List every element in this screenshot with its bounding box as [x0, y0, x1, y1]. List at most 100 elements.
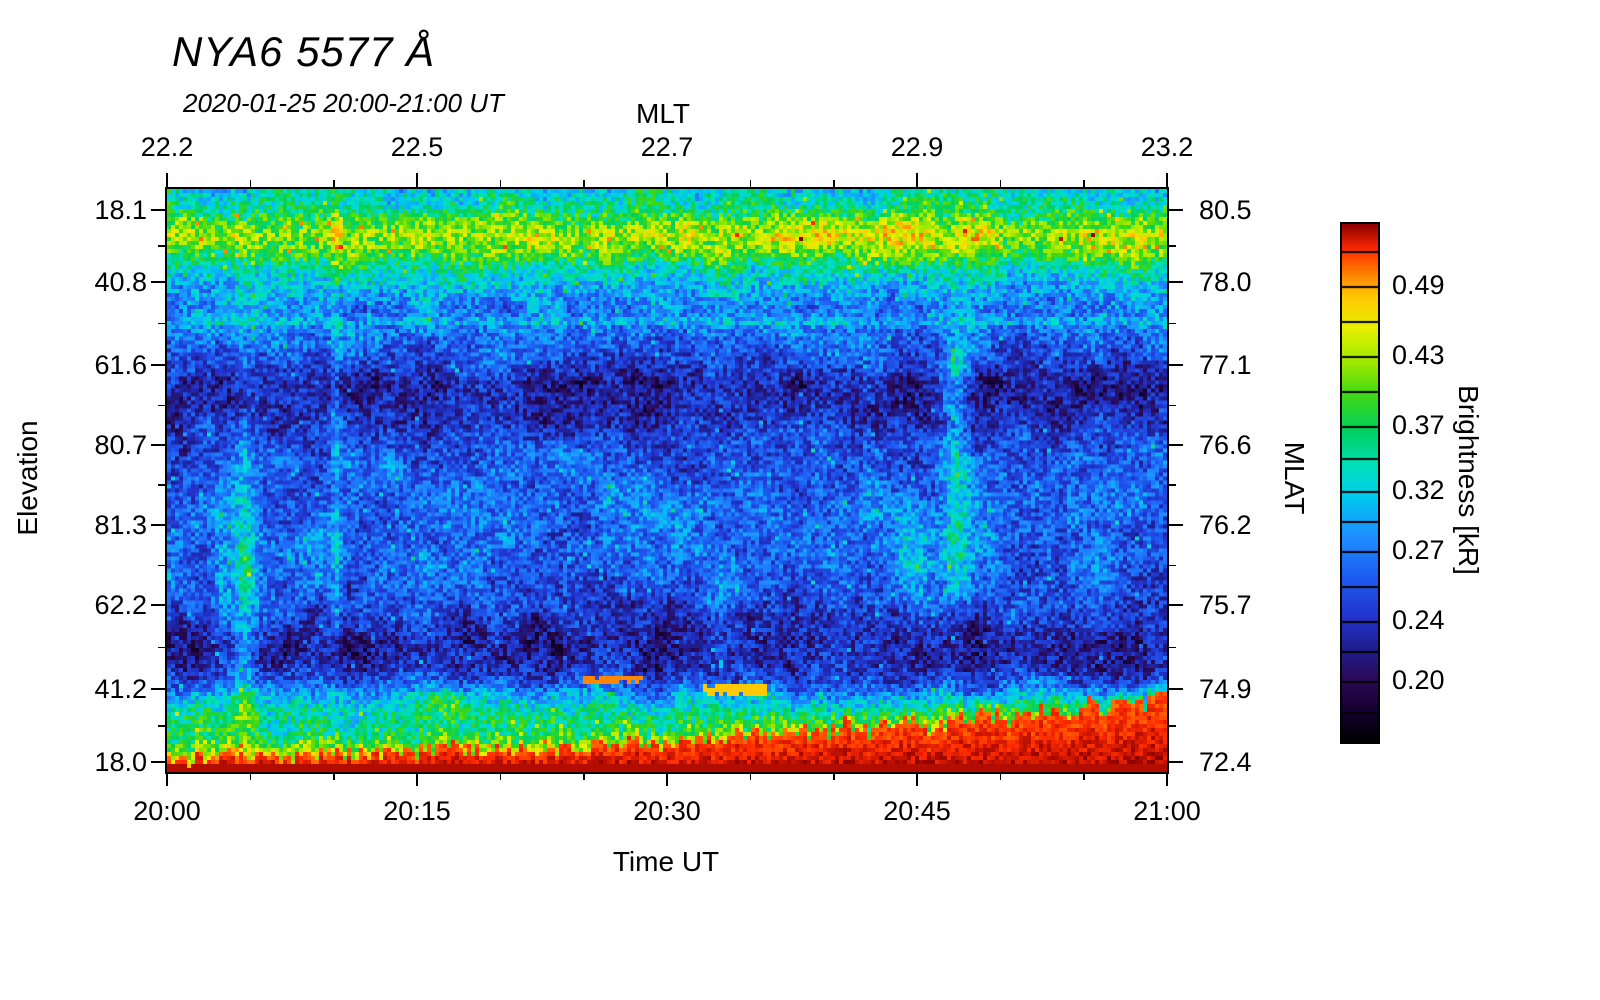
top-tick-mark — [666, 173, 668, 187]
right-tick-label: 72.4 — [1199, 747, 1252, 778]
left-tick-label: 61.6 — [94, 350, 147, 381]
bottom-axis-label: Time UT — [612, 846, 720, 877]
left-tick-label: 41.2 — [94, 674, 147, 705]
right-minor-tick — [1167, 646, 1176, 649]
left-axis-label: Elevation — [12, 420, 43, 536]
right-minor-tick — [1167, 322, 1176, 325]
top-minor-tick — [1083, 180, 1085, 188]
bottom-tick-label: 20:45 — [883, 796, 951, 826]
top-tick-mark — [416, 173, 418, 187]
left-tick-mark — [151, 280, 165, 283]
left-minor-tick — [158, 564, 166, 567]
right-tick-mark — [1167, 280, 1183, 283]
bottom-tick-mark — [166, 772, 168, 786]
right-tick-mark — [1167, 688, 1183, 691]
bottom-tick-mark — [916, 772, 918, 786]
colorbar-tick-label: 0.37 — [1392, 410, 1445, 441]
right-tick-label: 74.9 — [1199, 674, 1252, 705]
left-minor-tick — [158, 404, 166, 406]
left-minor-tick — [158, 725, 166, 727]
left-tick-mark — [151, 761, 165, 764]
right-minor-tick — [1167, 404, 1176, 406]
bottom-minor-tick — [833, 772, 835, 780]
left-minor-tick — [158, 322, 166, 325]
bottom-tick-label: 20:00 — [133, 796, 201, 826]
left-tick-label: 80.7 — [94, 429, 147, 460]
right-tick-mark — [1167, 364, 1183, 367]
right-tick-label: 75.7 — [1199, 590, 1252, 621]
keogram-heatmap-canvas — [167, 189, 1167, 772]
bottom-minor-tick — [999, 772, 1002, 780]
plot-title: NYA6 5577 Å — [172, 28, 436, 75]
colorbar-label: Brightness [kR] — [1453, 385, 1484, 575]
top-minor-tick — [333, 180, 335, 188]
left-minor-tick — [158, 245, 166, 247]
colorbar-gradient-canvas — [1342, 224, 1378, 742]
top-tick-mark — [166, 173, 168, 187]
left-tick-label: 81.3 — [94, 509, 147, 540]
right-tick-mark — [1167, 604, 1183, 607]
right-tick-label: 77.1 — [1199, 350, 1252, 381]
left-tick-label: 18.1 — [94, 194, 147, 225]
left-tick-mark — [151, 364, 165, 367]
right-axis-label: MLAT — [1279, 441, 1310, 515]
right-tick-label: 80.5 — [1199, 194, 1252, 225]
right-tick-mark — [1167, 443, 1183, 446]
right-minor-tick — [1167, 484, 1176, 486]
colorbar — [1340, 222, 1380, 744]
bottom-minor-tick — [333, 772, 335, 780]
left-tick-label: 40.8 — [94, 266, 147, 297]
top-tick-label: 22.5 — [390, 132, 444, 162]
right-tick-mark — [1167, 208, 1183, 211]
top-minor-tick — [749, 180, 752, 188]
bottom-minor-tick — [249, 772, 252, 780]
right-tick-label: 76.2 — [1199, 509, 1252, 540]
plot-subtitle: 2020-01-25 20:00-21:00 UT — [183, 88, 504, 118]
top-minor-tick — [999, 180, 1002, 188]
top-tick-label: 23.2 — [1140, 132, 1194, 162]
top-axis-label: MLT — [636, 98, 690, 129]
right-tick-mark — [1167, 523, 1183, 526]
bottom-tick-mark — [1166, 772, 1168, 786]
right-tick-label: 76.6 — [1199, 429, 1252, 460]
left-tick-mark — [151, 443, 165, 446]
top-tick-mark — [1166, 173, 1168, 187]
plot-area: 22.2 22.5 22.7 22.9 23.2 20:00 20:15 20:30 20:45… — [94, 132, 1251, 826]
right-tick-mark — [1167, 761, 1183, 764]
bottom-minor-tick — [583, 772, 585, 780]
top-tick-label: 22.2 — [140, 132, 194, 162]
colorbar-tick-label: 0.24 — [1392, 604, 1445, 635]
bottom-minor-tick — [499, 772, 502, 780]
left-tick-mark — [151, 688, 165, 691]
left-minor-tick — [158, 646, 166, 649]
top-tick-label: 22.7 — [640, 132, 694, 162]
bottom-tick-label: 20:15 — [383, 796, 451, 826]
left-tick-label: 62.2 — [94, 590, 147, 621]
top-minor-tick — [499, 180, 502, 188]
left-tick-label: 18.0 — [94, 747, 147, 778]
bottom-minor-tick — [749, 772, 752, 780]
right-minor-tick — [1167, 725, 1176, 727]
top-minor-tick — [249, 180, 252, 188]
bottom-tick-label: 21:00 — [1133, 796, 1201, 826]
bottom-tick-label: 20:30 — [633, 796, 701, 826]
top-minor-tick — [833, 180, 835, 188]
colorbar-tick-label: 0.27 — [1392, 534, 1445, 565]
top-tick-label: 22.9 — [890, 132, 944, 162]
right-tick-label: 78.0 — [1199, 266, 1252, 297]
right-minor-tick — [1167, 245, 1176, 247]
left-minor-tick — [158, 484, 166, 486]
right-minor-tick — [1167, 564, 1176, 567]
left-tick-mark — [151, 604, 165, 607]
colorbar-tick-label: 0.32 — [1392, 474, 1445, 505]
bottom-minor-tick — [1083, 772, 1085, 780]
left-tick-mark — [151, 208, 165, 211]
colorbar-tick-label: 0.49 — [1392, 270, 1445, 301]
bottom-tick-mark — [666, 772, 668, 786]
top-minor-tick — [583, 180, 585, 188]
left-tick-mark — [151, 523, 165, 526]
bottom-tick-mark — [416, 772, 418, 786]
colorbar-tick-label: 0.43 — [1392, 340, 1445, 371]
top-tick-mark — [916, 173, 918, 187]
